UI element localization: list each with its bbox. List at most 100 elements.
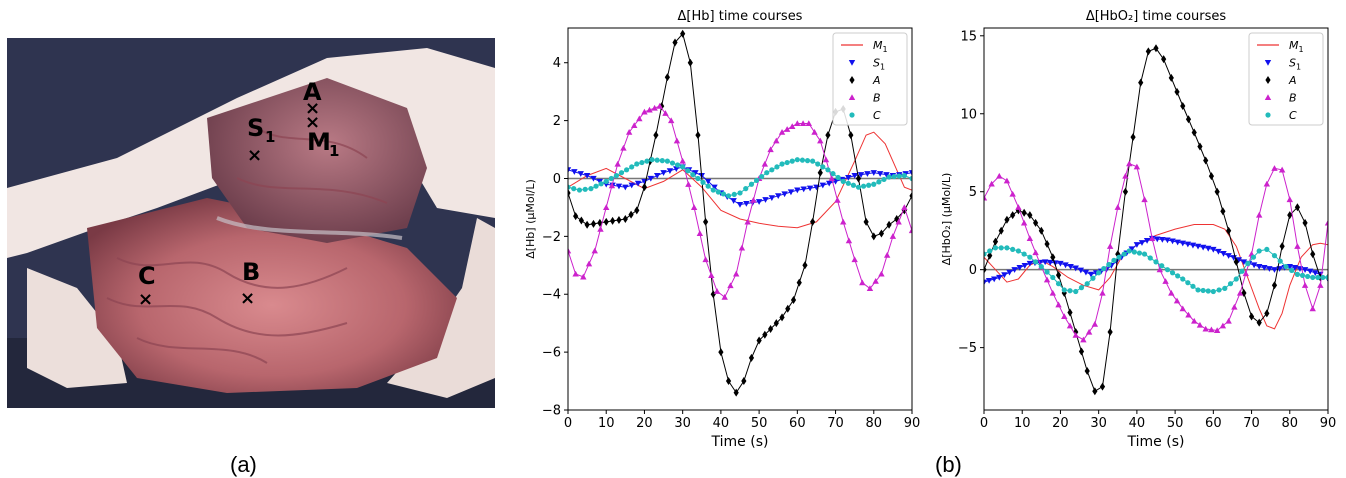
data-point bbox=[660, 170, 667, 176]
x-tick-label: 50 bbox=[751, 416, 768, 431]
data-point bbox=[1057, 260, 1064, 267]
data-point bbox=[577, 171, 584, 177]
data-point bbox=[669, 160, 676, 166]
data-point bbox=[1066, 322, 1074, 329]
data-point bbox=[1096, 270, 1102, 276]
data-point bbox=[857, 172, 865, 178]
y-axis-label: Δ[HbO₂] (μMol/L) bbox=[940, 173, 953, 266]
data-point bbox=[1106, 243, 1114, 249]
data-point bbox=[1169, 238, 1176, 245]
x-axis-label: Time (s) bbox=[1127, 434, 1185, 448]
data-point bbox=[588, 186, 594, 192]
data-point bbox=[1061, 287, 1067, 293]
legend-swatch bbox=[848, 59, 856, 66]
data-point bbox=[628, 210, 634, 219]
data-point bbox=[608, 182, 616, 189]
data-point bbox=[1256, 248, 1262, 254]
data-point bbox=[571, 186, 577, 192]
data-point bbox=[1263, 180, 1271, 187]
data-point bbox=[743, 201, 750, 207]
x-tick-label: 0 bbox=[564, 416, 572, 431]
marker-M1: × M 1 bbox=[305, 112, 339, 160]
data-point bbox=[628, 182, 635, 189]
data-point bbox=[1043, 276, 1051, 283]
data-point bbox=[1312, 270, 1319, 276]
x-tick-label: 20 bbox=[636, 416, 653, 431]
data-point bbox=[1299, 272, 1306, 278]
data-point bbox=[1126, 160, 1133, 167]
data-point bbox=[1179, 305, 1186, 312]
data-point bbox=[1287, 211, 1293, 220]
data-point bbox=[1241, 289, 1247, 298]
data-point bbox=[664, 158, 670, 164]
data-point bbox=[618, 170, 625, 176]
data-point bbox=[1114, 204, 1121, 210]
data-point bbox=[1055, 301, 1062, 308]
chart-title: Δ[HbO₂] time courses bbox=[1086, 9, 1227, 24]
x-tick-label: 90 bbox=[1320, 416, 1337, 431]
data-point bbox=[1185, 115, 1192, 124]
data-point bbox=[700, 179, 706, 185]
x-tick-label: 40 bbox=[1129, 416, 1146, 431]
data-point bbox=[1325, 274, 1328, 281]
data-point bbox=[748, 353, 755, 362]
data-point bbox=[656, 102, 663, 109]
data-point bbox=[695, 131, 701, 140]
data-point bbox=[1130, 133, 1136, 142]
data-point bbox=[790, 296, 797, 305]
data-point bbox=[1309, 305, 1316, 312]
data-point bbox=[901, 172, 907, 179]
data-point bbox=[802, 261, 808, 270]
data-point bbox=[629, 164, 635, 170]
data-point bbox=[1003, 177, 1011, 184]
data-point bbox=[1195, 287, 1201, 293]
data-point bbox=[767, 324, 774, 333]
data-point bbox=[1320, 274, 1326, 281]
data-point bbox=[805, 120, 812, 127]
data-point bbox=[789, 123, 796, 129]
data-point bbox=[679, 157, 686, 164]
data-point bbox=[1175, 273, 1181, 279]
svg-text:A: A bbox=[303, 78, 322, 106]
data-point bbox=[1161, 55, 1167, 64]
x-tick-label: 70 bbox=[827, 416, 844, 431]
data-point bbox=[1038, 263, 1044, 270]
data-point bbox=[1020, 219, 1028, 226]
series-b bbox=[568, 102, 912, 300]
x-tick-label: 70 bbox=[1243, 416, 1260, 431]
data-point bbox=[1156, 266, 1164, 273]
series-c bbox=[568, 157, 912, 199]
data-point bbox=[988, 180, 995, 187]
data-point bbox=[598, 181, 604, 187]
data-point bbox=[653, 131, 659, 140]
data-point bbox=[732, 270, 740, 277]
data-point bbox=[1215, 248, 1222, 255]
data-point bbox=[817, 137, 824, 144]
brain-photo: A × × M 1 S 1 × B × C × bbox=[7, 38, 495, 408]
data-point bbox=[794, 157, 800, 163]
y-tick-label: 15 bbox=[960, 29, 977, 44]
data-point bbox=[1145, 47, 1151, 56]
data-point bbox=[727, 282, 734, 289]
data-point bbox=[909, 175, 912, 182]
data-point bbox=[1189, 242, 1197, 249]
data-point bbox=[654, 157, 660, 163]
data-point bbox=[585, 260, 593, 267]
data-point bbox=[748, 181, 755, 187]
data-point bbox=[685, 181, 692, 187]
data-point bbox=[1205, 288, 1211, 294]
y-tick-label: 5 bbox=[969, 185, 977, 200]
cross-icon: × bbox=[240, 288, 255, 309]
data-point bbox=[597, 225, 604, 232]
data-point bbox=[845, 174, 852, 181]
data-point bbox=[743, 186, 749, 192]
data-point bbox=[674, 162, 681, 168]
data-point bbox=[609, 216, 616, 225]
data-point bbox=[725, 193, 732, 199]
data-point bbox=[578, 216, 584, 225]
data-point bbox=[1107, 328, 1113, 337]
data-point bbox=[987, 251, 993, 260]
data-point bbox=[992, 245, 999, 251]
x-axis-label: Time (s) bbox=[711, 434, 769, 448]
